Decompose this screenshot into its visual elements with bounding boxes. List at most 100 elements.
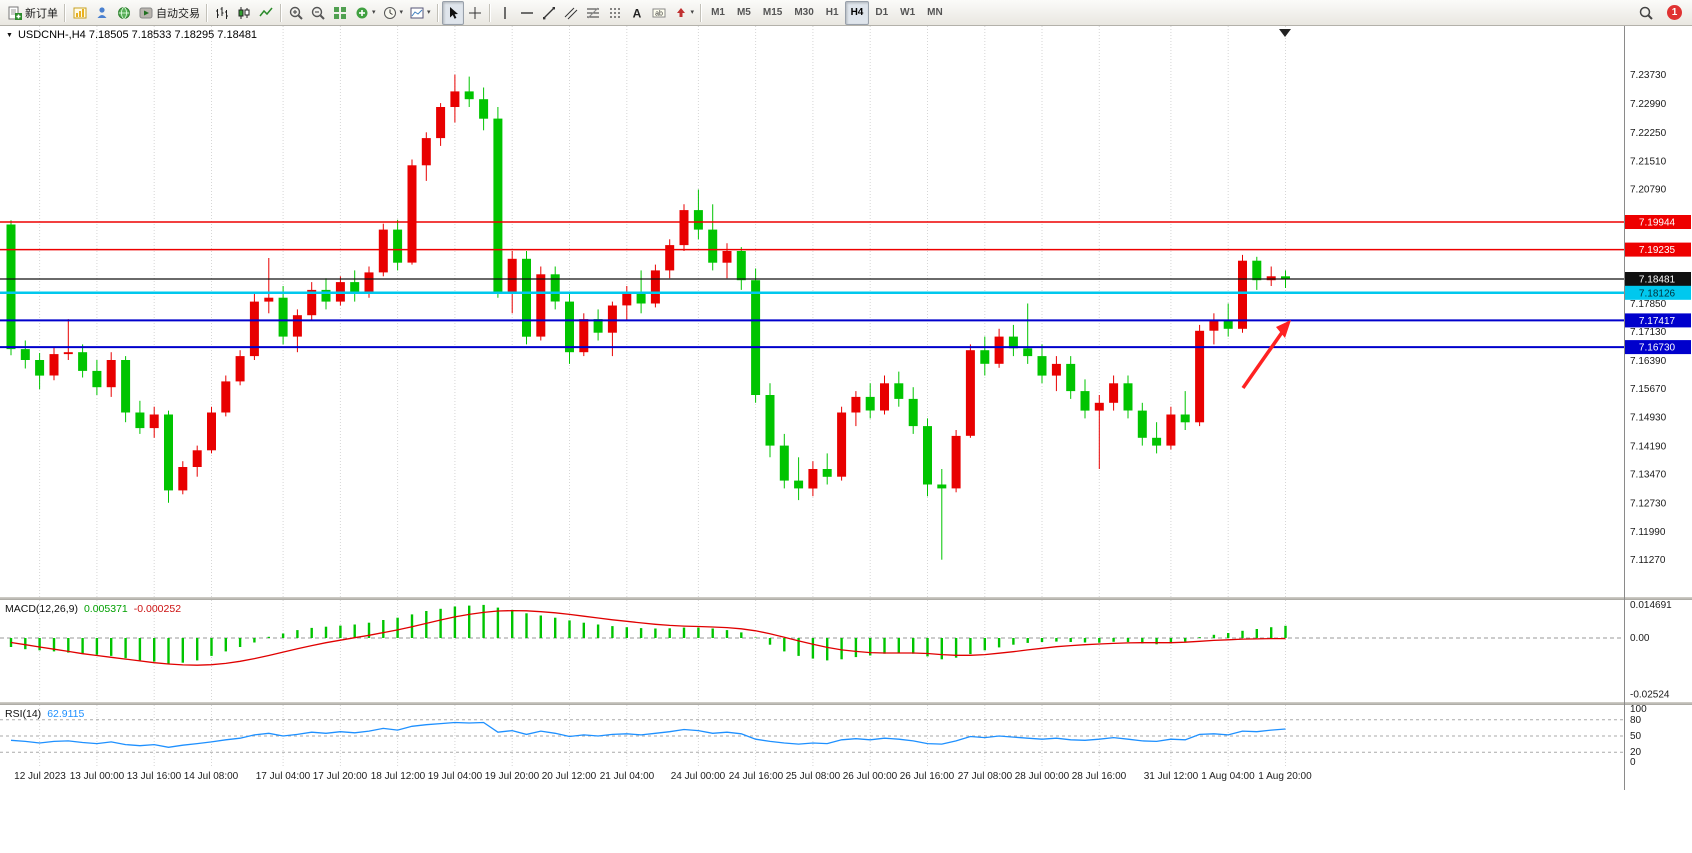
candle (1037, 356, 1047, 376)
arrow-annotation-head[interactable] (1276, 320, 1291, 338)
horizontal-line-button[interactable] (516, 1, 538, 25)
price-badge (1625, 215, 1691, 229)
candle (292, 315, 302, 337)
fibonacci-button[interactable] (582, 1, 604, 25)
candlestick-chart-button[interactable] (233, 1, 255, 25)
candle (636, 291, 646, 304)
candle (121, 360, 131, 413)
price-pane[interactable]: 7.23730 7.22990 7.22250 7.21510 7.20790 7.178… (0, 26, 1692, 597)
bars-icon (214, 5, 230, 21)
candle (851, 396, 861, 413)
time-axis-label: 17 Jul 04:00 (255, 771, 311, 782)
trendline-button[interactable] (538, 1, 560, 25)
candle (1137, 410, 1147, 438)
price-badge-label: 7.19235 (1639, 245, 1676, 256)
arrows-button[interactable]: ▾ (670, 1, 698, 25)
textA-icon: A (629, 5, 645, 21)
time-axis-label: 14 Jul 08:00 (183, 771, 239, 782)
timeframe-m5[interactable]: M5 (736, 7, 751, 18)
toolbar-separator (280, 3, 282, 22)
bar-chart-button[interactable] (211, 1, 233, 25)
autotrading-button[interactable]: 自动交易 (135, 1, 203, 25)
candle (1252, 260, 1262, 281)
candle (364, 272, 374, 294)
price-badge-label: 7.17417 (1639, 316, 1676, 327)
timeframe-w1[interactable]: W1 (900, 7, 916, 18)
text-button[interactable]: A (626, 1, 648, 25)
time-axis-label: 13 Jul 00:00 (69, 771, 125, 782)
tile-windows-button[interactable] (329, 1, 351, 25)
line-chart-button[interactable] (255, 1, 277, 25)
candle (765, 395, 775, 446)
price-badge (1625, 340, 1691, 355)
zoom-in-icon (288, 5, 304, 21)
candle (965, 350, 975, 436)
templates-button[interactable]: ▾ (406, 1, 434, 25)
time-axis-label: 28 Jul 16:00 (1071, 771, 1127, 782)
zoom-out-button[interactable] (307, 1, 329, 25)
candle (493, 118, 503, 292)
rsi-line (10, 721, 1286, 748)
chart-window[interactable]: 7.23730 7.22990 7.22250 7.21510 7.20790 7.178… (0, 26, 1692, 853)
candle (923, 426, 932, 485)
text-label-button[interactable]: ab (648, 1, 670, 25)
timeframe-m1[interactable]: M1 (711, 7, 725, 18)
cycle-lines-button[interactable] (604, 1, 626, 25)
candle (92, 370, 102, 388)
candle (679, 210, 689, 246)
market-watch-button[interactable] (113, 1, 135, 25)
timeframe-h1[interactable]: H1 (825, 7, 839, 18)
toolbar-right-group: 1 (1635, 1, 1688, 25)
one-click-trading-toggle[interactable]: ▼ (6, 31, 13, 39)
candle (307, 289, 317, 316)
new-chart-button[interactable] (69, 1, 91, 25)
cursor-button[interactable] (441, 0, 464, 25)
candle (507, 258, 517, 292)
profiles-button[interactable] (91, 1, 113, 25)
price-axis-label: 7.14190 (1630, 442, 1667, 453)
price-axis-label: 7.12730 (1630, 498, 1667, 509)
search-icon (1638, 5, 1654, 21)
candle (736, 251, 746, 281)
toolbar-separator (64, 3, 66, 22)
fibo-icon (585, 5, 601, 21)
macd-indicator-label: MACD(12,26,9) 0.005371 -0.000252 (5, 603, 181, 615)
price-axis-label: 7.20790 (1630, 185, 1667, 196)
timeframe-m15[interactable]: M15 (762, 7, 783, 18)
new-order-button[interactable]: 新订单 (4, 1, 61, 25)
macd-pane[interactable]: 0.014691 0.00 -0.02524 (0, 600, 1692, 702)
timeframe-d1[interactable]: D1 (875, 7, 889, 18)
notifications-badge[interactable]: 1 (1667, 5, 1682, 20)
dropdown-caret: ▾ (372, 9, 376, 16)
candle (1094, 402, 1104, 411)
clock-icon (382, 5, 398, 21)
candle (63, 352, 73, 355)
vertical-line-button[interactable] (494, 1, 516, 25)
periods-button[interactable]: ▾ (379, 1, 407, 25)
candle (421, 138, 431, 166)
candle (221, 381, 231, 413)
search-button[interactable] (1635, 1, 1657, 25)
time-axis-label: 25 Jul 08:00 (785, 771, 841, 782)
chart-shift-marker[interactable] (1279, 29, 1291, 37)
price-badge-label: 7.18481 (1639, 275, 1676, 286)
candle (808, 469, 818, 489)
candle (6, 224, 16, 350)
candle (665, 245, 675, 271)
chart-yellow-icon (72, 5, 88, 21)
crosshair-button[interactable] (464, 1, 486, 25)
timeframe-m30[interactable]: M30 (794, 7, 814, 18)
zoom-in-button[interactable] (285, 1, 307, 25)
timeframe-h4[interactable]: H4 (844, 0, 870, 25)
arrows-icon (673, 5, 689, 21)
arrow-annotation[interactable] (1241, 329, 1285, 390)
candle (464, 91, 474, 100)
pane-splitter[interactable] (0, 702, 1692, 705)
timeframe-mn[interactable]: MN (927, 7, 943, 18)
pane-splitter[interactable] (0, 597, 1692, 600)
candle (135, 412, 145, 429)
channel-button[interactable] (560, 1, 582, 25)
indicators-button[interactable]: ▾ (351, 1, 379, 25)
